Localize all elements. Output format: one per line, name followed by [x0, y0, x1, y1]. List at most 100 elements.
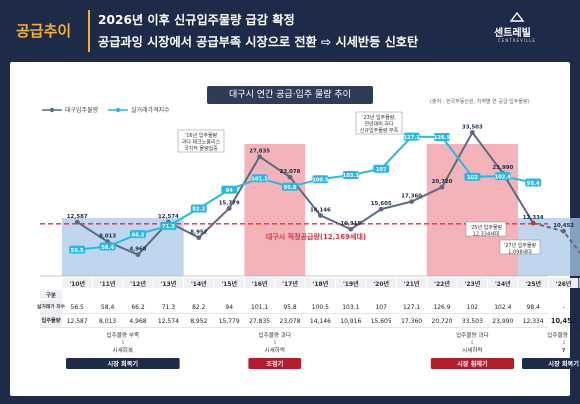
table-supply-cell: 12,334	[523, 318, 544, 325]
table-price-cell: 95.8	[283, 304, 297, 311]
table-price-cell: 127.1	[403, 304, 420, 311]
x-tick-label: '14년	[191, 280, 207, 288]
price-data-label: 94	[226, 188, 234, 194]
header-divider	[88, 10, 90, 52]
supply-point	[135, 252, 141, 258]
supply-data-label: 10,916	[340, 221, 361, 227]
annotation-2016-text: '16년 입주물량	[185, 132, 218, 139]
phase-desc-2: 시세회복	[113, 346, 134, 354]
supply-point	[561, 228, 566, 234]
table-price-cell: 107	[375, 304, 387, 311]
supply-point	[74, 219, 80, 225]
phase-arrow: ⇩	[470, 340, 474, 346]
price-point	[282, 182, 298, 191]
x-tick-label: '23년	[465, 280, 481, 288]
year-cell-bg	[214, 278, 244, 288]
phase-desc-1: 입주물량 부족	[547, 331, 580, 339]
supply-data-label: 12,334	[523, 215, 544, 221]
supply-data-label: 23,990	[492, 165, 513, 171]
brand-logo-icon	[510, 12, 524, 22]
phase-badge-label: 시장 회복기	[107, 360, 138, 368]
year-cell-bg	[184, 278, 214, 288]
price-data-label: 107	[376, 167, 387, 173]
table-price-cell: 102.4	[494, 304, 511, 311]
supply-data-label: 8,952	[190, 230, 207, 236]
table-row2-head	[40, 314, 62, 327]
table-header-label: 구분	[46, 291, 56, 299]
table-price-cell: 82.2	[192, 304, 206, 311]
table-price-cell: 102	[467, 304, 479, 311]
supply-data-label: 33,503	[462, 124, 483, 130]
table-supply-cell: 27,835	[249, 318, 270, 325]
year-cell-bg	[396, 278, 427, 288]
supply-data-label: 4,968	[129, 247, 146, 253]
year-cell-bg	[457, 278, 488, 288]
phase-band-1	[244, 144, 306, 276]
annotation-2027-text: '27년 입주물량	[504, 242, 537, 249]
year-cell-bg	[244, 278, 275, 288]
year-cell-bg	[336, 278, 366, 288]
supply-data-label: 17,360	[401, 194, 422, 200]
price-data-label: 66.2	[132, 232, 145, 238]
price-data-label: 102	[467, 175, 478, 181]
phase-badge-3	[522, 358, 580, 369]
supply-point	[318, 212, 323, 218]
legend-price-label: 실거래가격지수	[131, 106, 170, 114]
annotation-2023-box	[355, 111, 403, 135]
x-tick-label: '11년	[100, 280, 116, 288]
price-data-label: 127.1	[403, 135, 420, 141]
phase-desc-2: 시세하락	[462, 346, 483, 354]
x-tick-label: '24년	[495, 280, 511, 288]
table-price-cell: 101.1	[251, 304, 268, 311]
supply-point	[257, 154, 262, 160]
year-cell-bg	[427, 278, 457, 288]
annotation-2025-box	[465, 221, 507, 237]
table-supply-cell: 14,146	[310, 318, 331, 325]
section-tag: 공급추이	[16, 22, 72, 40]
year-cell-bg	[366, 278, 396, 288]
table-supply-cell: 20,720	[432, 318, 453, 325]
year-cell-bg	[548, 278, 579, 288]
price-point	[251, 174, 268, 183]
supply-data-label: 14,146	[310, 207, 331, 213]
table-header-cell	[40, 290, 62, 299]
table-price-cell: 56.5	[71, 304, 85, 311]
year-cell-bg	[275, 278, 305, 288]
year-cell-bg	[153, 278, 184, 288]
headline-1: 2026년 이후 신규입주물량 급감 확정	[98, 13, 295, 27]
legend-supply-label: 대구입주물량	[65, 106, 99, 114]
price-point	[221, 185, 238, 194]
supply-point	[409, 199, 414, 205]
threshold-label: 대구시 적정공급량(12,169세대)	[266, 232, 366, 241]
x-tick-label: '19년	[343, 280, 359, 288]
price-point	[525, 178, 542, 187]
table-supply-cell: 8,013	[99, 318, 116, 325]
annotation-2023-text: '23년 입주물량,	[362, 114, 396, 121]
phase-desc-2: ?	[562, 348, 565, 354]
price-data-label: 126.9	[434, 135, 451, 141]
phase-band-2	[426, 144, 518, 276]
x-tick-label: '17년	[282, 280, 298, 288]
legend-supply-marker	[49, 107, 55, 113]
phase-badge-0	[66, 358, 180, 369]
table-supply-cell: 10,916	[340, 318, 361, 325]
price-point	[434, 132, 450, 141]
supply-point	[439, 184, 445, 190]
table-price-cell: 126.9	[433, 304, 450, 311]
table-supply-cell: 8,952	[190, 318, 207, 325]
brand-name: 센트레빌	[494, 28, 531, 39]
phase-arrow: ⇩	[121, 340, 125, 346]
annotation-2016-text: 국지적 물량집중	[184, 145, 218, 152]
annotation-2023-text: 전년대비 과다	[364, 121, 394, 128]
price-data-label: 98.4	[527, 181, 540, 187]
price-point	[494, 172, 511, 181]
legend-price-marker	[115, 107, 121, 113]
year-cell-bg	[488, 278, 518, 288]
price-point	[312, 175, 329, 184]
annotation-2016-box	[177, 129, 225, 153]
phase-desc-1: 입주물량 과다	[258, 331, 291, 339]
price-data-label: 56.5	[71, 248, 84, 254]
supply-point	[287, 174, 293, 180]
header: 공급추이 2026년 이후 신규입주물량 급감 확정 공급과잉 시장에서 공급부…	[0, 0, 580, 60]
table-price-cell: 66.2	[131, 304, 145, 311]
